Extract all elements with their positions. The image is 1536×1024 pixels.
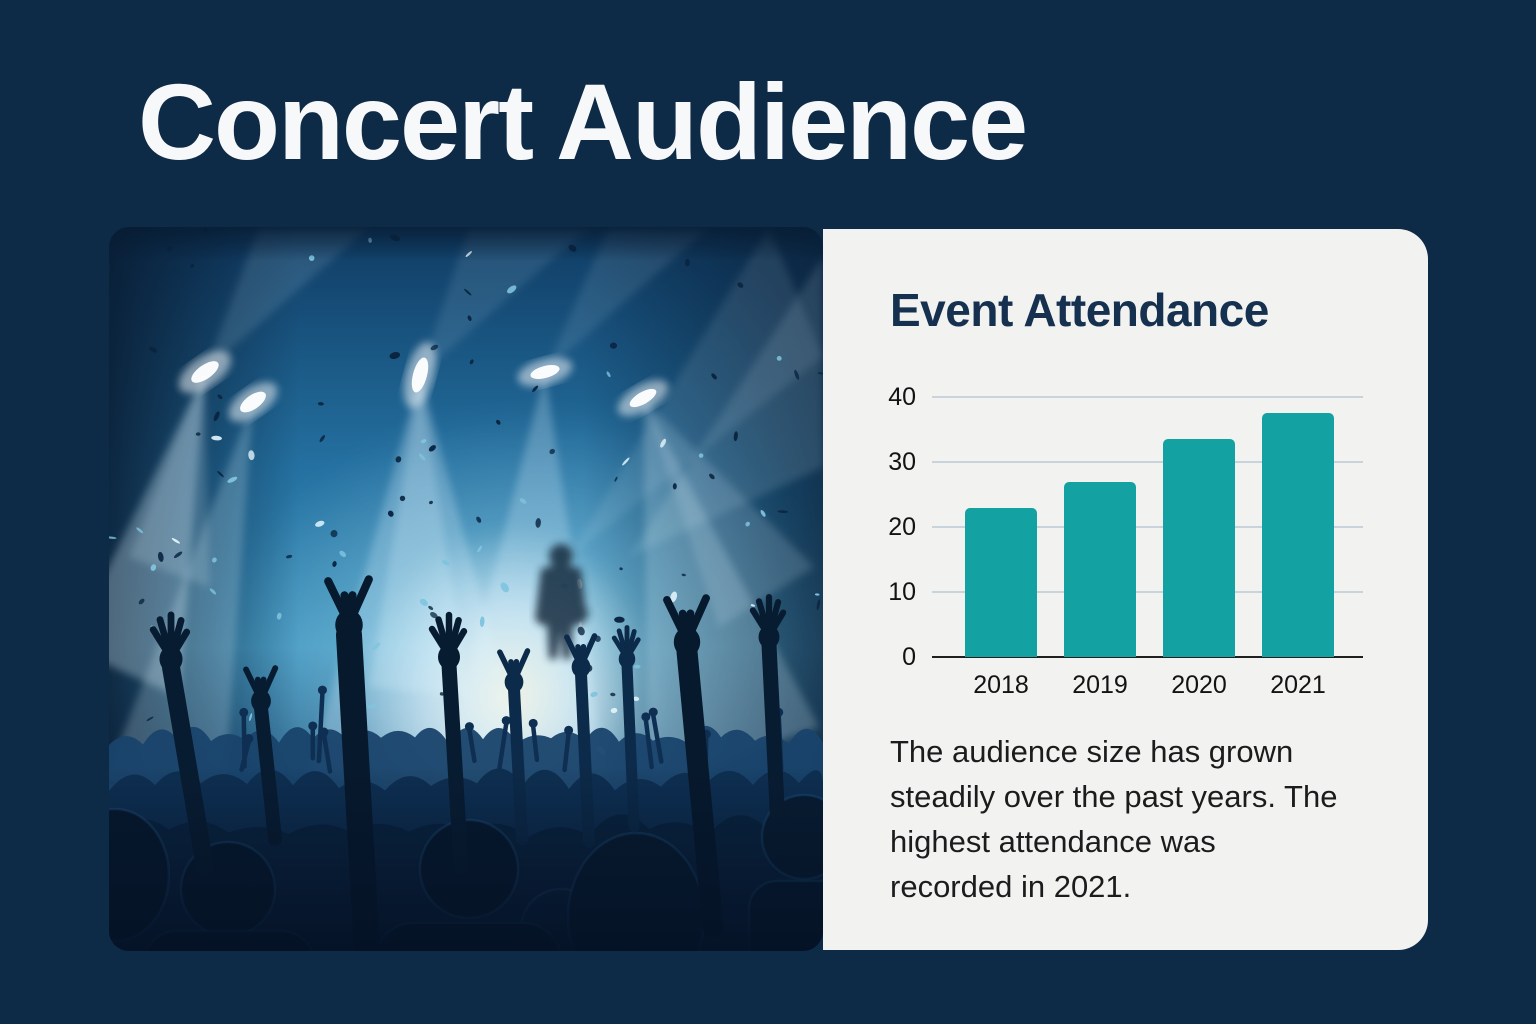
y-tick-label: 40 xyxy=(888,383,916,411)
x-tick-label: 2019 xyxy=(1072,671,1128,699)
card-description: The audience size has grown steadily ove… xyxy=(890,734,1338,904)
y-tick-label: 20 xyxy=(888,513,916,541)
performer-silhouette xyxy=(535,544,589,659)
attendance-bar-chart: 0 10 20 30 40 2018 2019 2020 2021 xyxy=(823,229,1428,950)
y-tick-label: 0 xyxy=(902,643,916,671)
attendance-card: Event Attendance 0 10 20 30 40 2018 2019 2020 20… xyxy=(823,229,1428,950)
x-axis-line xyxy=(932,656,1363,658)
bar-2020 xyxy=(1163,439,1235,657)
gridline xyxy=(932,396,1363,398)
x-tick-label: 2021 xyxy=(1270,671,1326,699)
y-tick-label: 30 xyxy=(888,448,916,476)
gridline xyxy=(932,591,1363,593)
spotlight-beams xyxy=(109,227,823,867)
bottom-fade xyxy=(109,767,823,951)
spotlight-flares xyxy=(178,341,669,422)
x-tick-label: 2020 xyxy=(1171,671,1227,699)
bar-2019 xyxy=(1064,481,1136,657)
x-tick-label: 2018 xyxy=(973,671,1029,699)
page-title: Concert Audience xyxy=(138,61,1028,182)
card-title: Event Attendance xyxy=(890,284,1269,336)
bar-2018 xyxy=(965,507,1037,657)
gridline xyxy=(932,526,1363,528)
concert-photo xyxy=(109,227,823,951)
gridline xyxy=(932,461,1363,463)
y-tick-label: 10 xyxy=(888,578,916,606)
bar-2021 xyxy=(1262,413,1334,657)
concert-scene-illustration xyxy=(109,227,823,951)
top-shade xyxy=(109,227,823,261)
